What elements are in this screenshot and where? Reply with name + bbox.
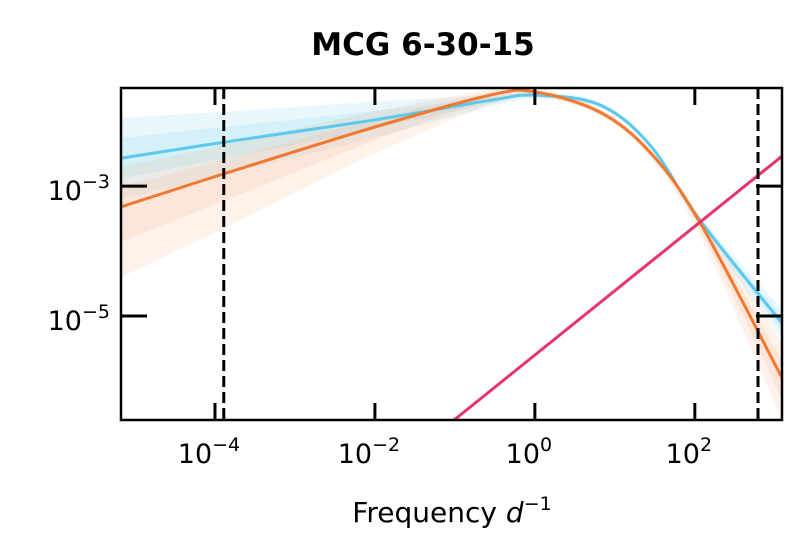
tick-exponent: −5 [82,301,110,323]
tick-base: 10 [666,439,700,470]
noise-line-line [452,154,782,420]
plot-frame [119,86,784,422]
uncertainty-bands [121,88,782,420]
tick-exponent: 0 [540,434,552,456]
x-tick-label: 10−4 [178,434,240,470]
x-tick-label: 10−2 [338,434,400,470]
axis-ticks [121,88,782,420]
tick-base: 10 [506,439,540,470]
tick-exponent: −3 [82,171,110,193]
chart-title: MCG 6-30-15 [311,27,534,63]
x-axis-unit-exp: −1 [524,493,552,515]
tick-base: 10 [338,439,372,470]
x-tick-label: 102 [666,434,712,470]
y-tick-label: 10−5 [48,301,110,337]
tick-exponent: −4 [212,434,240,456]
model-orange-band-outer [121,88,782,420]
x-axis-label: Frequency d−1 [352,493,551,529]
x-tick-label: 100 [506,434,552,470]
y-tick-label: 10−3 [48,171,110,207]
tick-base: 10 [178,439,212,470]
y-tick-labels: 10−310−5 [48,171,110,337]
tick-exponent: 2 [700,434,712,456]
model-orange-band-inner [121,88,782,399]
vertical-markers [222,88,760,420]
tick-exponent: −2 [372,434,400,456]
x-tick-labels: 10−4 10−2 100 102 [178,434,712,470]
x-axis-label-text: Frequency [352,496,497,529]
tick-base: 10 [48,306,82,337]
tick-base: 10 [48,176,82,207]
x-axis-unit-base: d [506,496,524,529]
